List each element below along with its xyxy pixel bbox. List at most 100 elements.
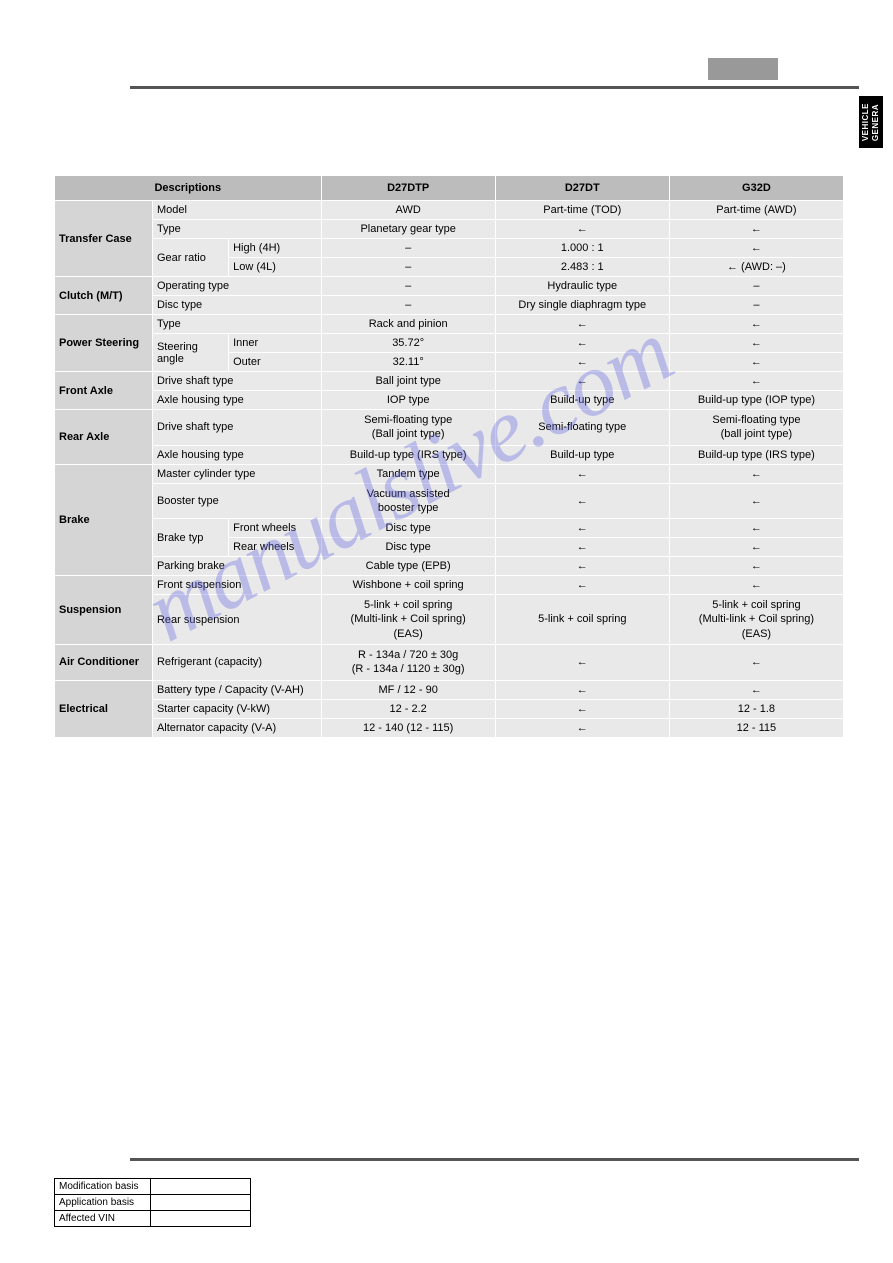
mod-label: Application basis [55, 1195, 151, 1211]
val: Disc type [321, 519, 495, 538]
val: Build-up type [495, 445, 669, 464]
sub-label: Refrigerant (capacity) [152, 645, 321, 681]
val: ← [495, 353, 669, 372]
val: Rack and pinion [321, 315, 495, 334]
val: ← [495, 645, 669, 681]
val: 12 - 2.2 [321, 699, 495, 718]
val: ← [669, 334, 843, 353]
table-row: Affected VIN [55, 1211, 251, 1227]
val: Semi-floating type [495, 410, 669, 446]
table-row: Electrical Battery type / Capacity (V-AH… [55, 680, 844, 699]
val: Vacuum assistedbooster type [321, 483, 495, 519]
sub-label: Inner [229, 334, 322, 353]
table-row: Transfer Case Model AWD Part-time (TOD) … [55, 201, 844, 220]
val: 32.11° [321, 353, 495, 372]
table-row: Modification basis [55, 1179, 251, 1195]
val: ← [495, 519, 669, 538]
val: AWD [321, 201, 495, 220]
val: Planetary gear type [321, 220, 495, 239]
val: 5-link + coil spring [495, 595, 669, 645]
sub-label: Rear wheels [229, 538, 322, 557]
val: – [321, 296, 495, 315]
sub-label: Steering angle [152, 334, 228, 372]
val: Hydraulic type [495, 277, 669, 296]
val: ← [495, 680, 669, 699]
val: ← [669, 645, 843, 681]
val: R - 134a / 720 ± 30g(R - 134a / 1120 ± 3… [321, 645, 495, 681]
val: ← [669, 519, 843, 538]
header-c3: G32D [669, 176, 843, 201]
val: ← [669, 557, 843, 576]
val: ← [495, 699, 669, 718]
sub-label: Starter capacity (V-kW) [152, 699, 321, 718]
sub-label: Type [152, 220, 321, 239]
table-row: Axle housing type Build-up type (IRS typ… [55, 445, 844, 464]
val: Tandem type [321, 464, 495, 483]
val: Disc type [321, 538, 495, 557]
table-row: Gear ratio High (4H) – 1.000 : 1 ← [55, 239, 844, 258]
val: Dry single diaphragm type [495, 296, 669, 315]
val: Build-up type [495, 391, 669, 410]
sub-label: Type [152, 315, 321, 334]
bottom-rule [130, 1158, 859, 1161]
table-row: Rear Axle Drive shaft type Semi-floating… [55, 410, 844, 446]
val: Ball joint type [321, 372, 495, 391]
mod-blank [151, 1195, 251, 1211]
val: ← [669, 538, 843, 557]
header-c1: D27DTP [321, 176, 495, 201]
val: Semi-floating type(ball joint type) [669, 410, 843, 446]
sub-label: Low (4L) [229, 258, 322, 277]
cat-clutch: Clutch (M/T) [55, 277, 153, 315]
val: ← [495, 557, 669, 576]
val: ← [495, 718, 669, 737]
table-row: Clutch (M/T) Operating type – Hydraulic … [55, 277, 844, 296]
cat-transfer-case: Transfer Case [55, 201, 153, 277]
val: ← [669, 483, 843, 519]
sub-label: Outer [229, 353, 322, 372]
sub-label: Battery type / Capacity (V-AH) [152, 680, 321, 699]
table-row: Brake typ Front wheels Disc type ← ← [55, 519, 844, 538]
sub-label: Axle housing type [152, 445, 321, 464]
sub-label: Axle housing type [152, 391, 321, 410]
sub-label: Front suspension [152, 576, 321, 595]
table-row: Booster type Vacuum assistedbooster type… [55, 483, 844, 519]
val: Wishbone + coil spring [321, 576, 495, 595]
table-row: Disc type – Dry single diaphragm type – [55, 296, 844, 315]
table-row: Power Steering Type Rack and pinion ← ← [55, 315, 844, 334]
modification-table: Modification basis Application basis Aff… [54, 1178, 251, 1227]
val: Cable type (EPB) [321, 557, 495, 576]
sub-label: Rear suspension [152, 595, 321, 645]
table-row: Steering angle Inner 35.72° ← ← [55, 334, 844, 353]
val: 12 - 140 (12 - 115) [321, 718, 495, 737]
val: ← [495, 576, 669, 595]
val: ← [495, 538, 669, 557]
table-row: Suspension Front suspension Wishbone + c… [55, 576, 844, 595]
val: Build-up type (IRS type) [669, 445, 843, 464]
val: ← (AWD: –) [669, 258, 843, 277]
val: Part-time (TOD) [495, 201, 669, 220]
val: ← [495, 483, 669, 519]
table-row: Brake Master cylinder type Tandem type ←… [55, 464, 844, 483]
table-row: Axle housing type IOP type Build-up type… [55, 391, 844, 410]
val: ← [669, 372, 843, 391]
header-gray-box [708, 58, 778, 80]
sub-label: Brake typ [152, 519, 228, 557]
sub-label: Drive shaft type [152, 372, 321, 391]
val: – [321, 277, 495, 296]
header-c2: D27DT [495, 176, 669, 201]
val: – [321, 258, 495, 277]
val: 1.000 : 1 [495, 239, 669, 258]
val: 5-link + coil spring(Multi-link + Coil s… [669, 595, 843, 645]
val: 2.483 : 1 [495, 258, 669, 277]
sub-label: Parking brake [152, 557, 321, 576]
sub-label: Model [152, 201, 321, 220]
val: ← [669, 576, 843, 595]
sub-label: Master cylinder type [152, 464, 321, 483]
sub-label: Front wheels [229, 519, 322, 538]
cat-rear-axle: Rear Axle [55, 410, 153, 465]
val: 35.72° [321, 334, 495, 353]
table-row: Application basis [55, 1195, 251, 1211]
table-row: Front Axle Drive shaft type Ball joint t… [55, 372, 844, 391]
table-row: Type Planetary gear type ← ← [55, 220, 844, 239]
mod-blank [151, 1179, 251, 1195]
